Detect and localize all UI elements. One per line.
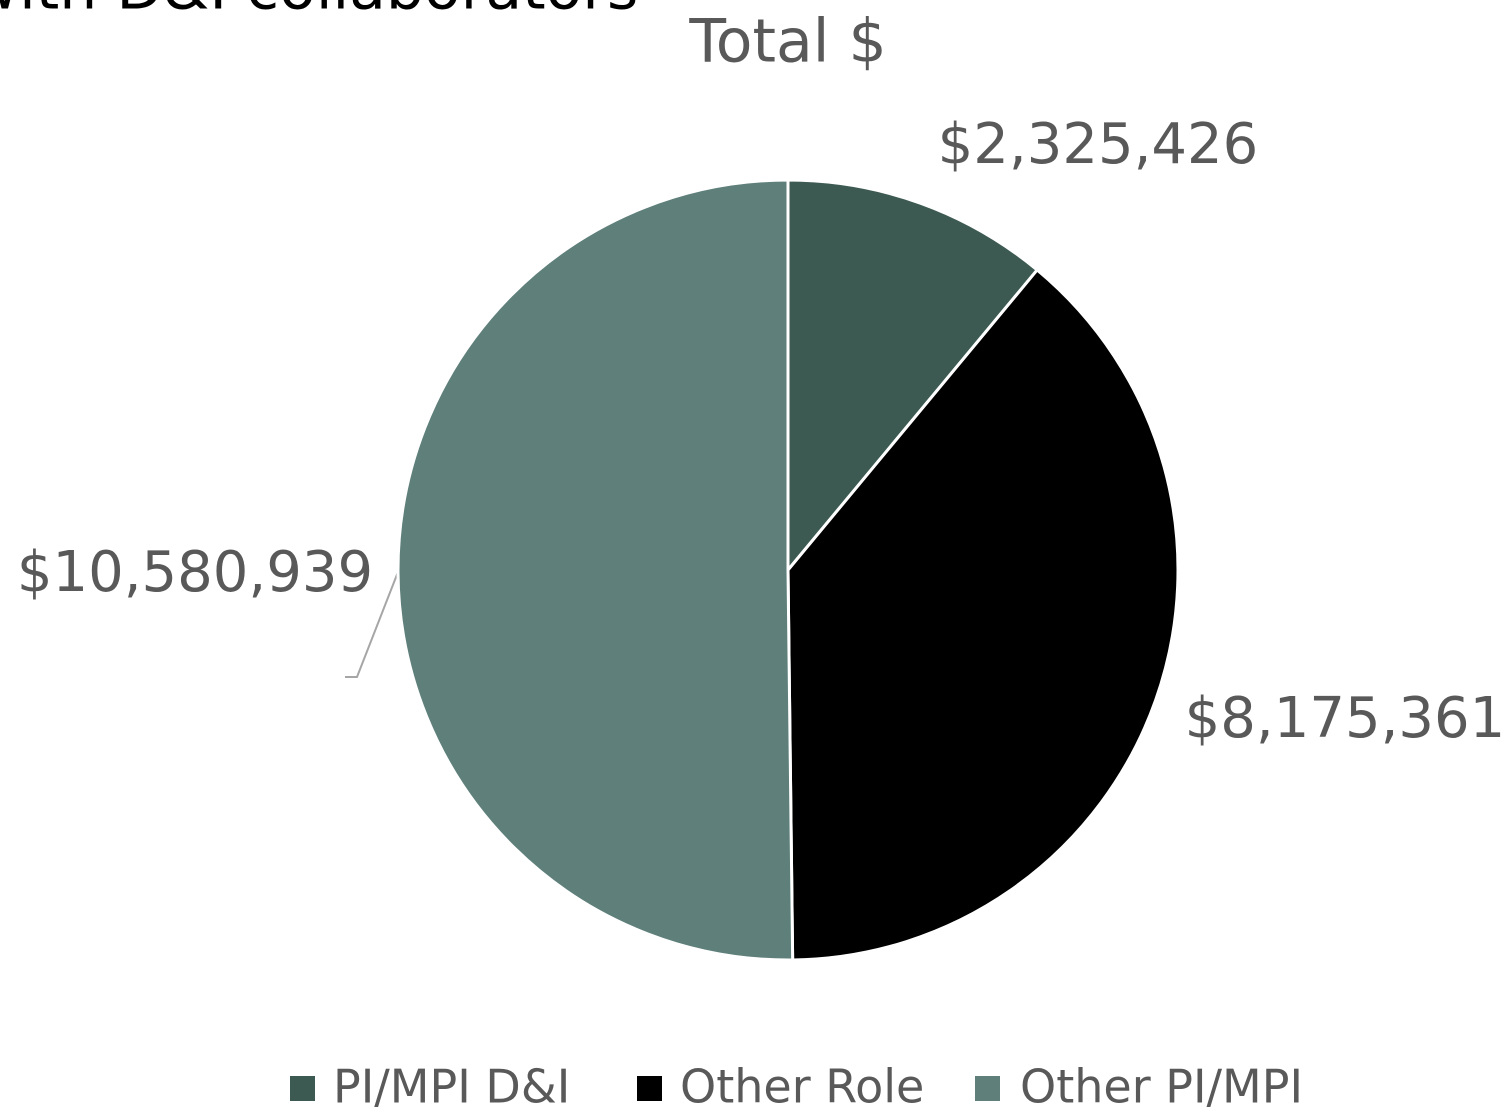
legend-label: Other Role [680, 1060, 924, 1113]
legend-label: Other PI/MPI [1020, 1060, 1303, 1113]
pie-slice [396, 178, 795, 962]
pie-slice [786, 178, 1040, 575]
legend-swatch [290, 1076, 315, 1101]
pie-slice [786, 267, 1180, 962]
legend-swatch [637, 1076, 662, 1101]
data-label: $8,175,361 [1185, 686, 1506, 751]
data-label: $10,580,939 [17, 540, 373, 605]
legend-label: PI/MPI D&I [333, 1060, 570, 1113]
legend-swatch [975, 1076, 1000, 1101]
data-label: $2,325,426 [938, 112, 1259, 177]
chart-title: Total $ [688, 7, 886, 77]
leader-line [345, 571, 399, 678]
heading: with D&I collaborators [0, 0, 638, 24]
